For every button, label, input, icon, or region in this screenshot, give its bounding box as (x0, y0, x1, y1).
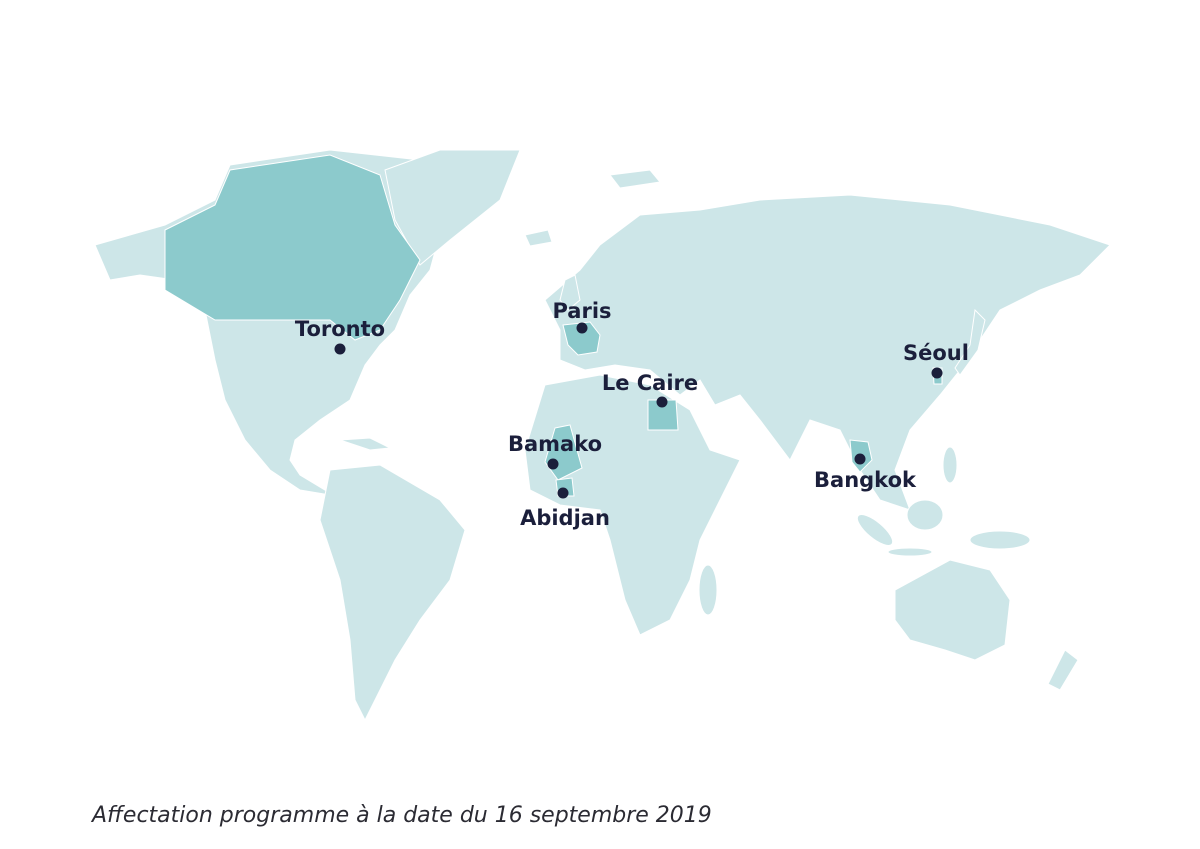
caribbean (339, 437, 392, 451)
africa (524, 374, 741, 636)
madagascar (698, 564, 718, 616)
south-america (319, 464, 466, 722)
france (562, 321, 601, 356)
highlighted-countries (164, 154, 943, 497)
greenland (384, 149, 521, 266)
city-label: Bangkok (814, 468, 917, 492)
city-label: Toronto (295, 317, 385, 341)
svalbard-islands (609, 169, 661, 189)
canada (164, 154, 421, 341)
city-label: Le Caire (602, 371, 698, 395)
city-dot (557, 487, 569, 499)
city-label: Paris (552, 299, 611, 323)
australia (894, 559, 1011, 661)
iceland (524, 229, 553, 247)
city-dot (854, 453, 866, 465)
new-guinea (969, 530, 1031, 550)
java (887, 547, 933, 557)
city-dot (656, 396, 668, 408)
city-label: Bamako (508, 432, 602, 456)
eurasia (544, 194, 1111, 511)
new-zealand (1047, 649, 1079, 691)
city-dot (576, 322, 588, 334)
borneo (906, 499, 944, 531)
philippines (942, 446, 958, 484)
city-dot (547, 458, 559, 470)
uk (559, 274, 581, 311)
city-dot (334, 343, 346, 355)
sumatra (856, 514, 894, 546)
city-labels: Toronto Paris Le Caire Séoul Bamako Abid… (295, 299, 969, 530)
city-label: Abidjan (520, 506, 610, 530)
caption: Affectation programme à la date du 16 se… (90, 803, 712, 828)
japan (954, 308, 986, 376)
city-label: Séoul (903, 341, 969, 365)
city-dot (931, 367, 943, 379)
city-markers (334, 322, 943, 499)
